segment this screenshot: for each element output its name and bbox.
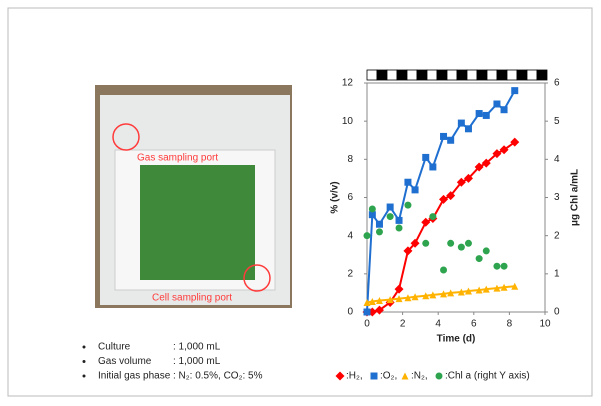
light-dark-cell [427,70,437,80]
bullet-value: : 1,000 mL [173,356,221,367]
y-tick-label: 12 [342,78,354,89]
data-point [376,221,383,228]
y-axis-label: % (v/v) [330,181,341,213]
data-point [476,255,483,262]
data-point [493,100,500,107]
data-point [429,163,436,170]
light-dark-cell [447,70,457,80]
x-tick-label: 0 [364,319,370,330]
photo-label: Gas sampling port [137,153,218,164]
data-point [376,228,383,235]
bullet-value: : 1,000 mL [173,342,221,353]
data-point [369,205,376,212]
light-dark-cell [437,70,447,80]
x-tick-label: 4 [435,319,441,330]
data-point [476,110,483,117]
data-point [440,267,447,274]
data-point [440,133,447,140]
data-point [387,213,394,220]
bullet-label: Culture [98,342,131,353]
legend-marker [371,373,378,380]
y2-axis-label: μg Chl a/mL [570,169,581,226]
x-tick-label: 2 [400,319,406,330]
x-tick-label: 8 [507,319,513,330]
light-dark-cell [487,70,497,80]
photo: Gas sampling port Cell sampling port [95,85,292,308]
data-point [511,87,518,94]
y2-tick-label: 4 [554,154,560,165]
light-dark-cell [497,70,507,80]
data-point [422,240,429,247]
data-point [404,179,411,186]
data-point [458,120,465,127]
data-point [447,240,454,247]
y-tick-label: 10 [342,116,354,127]
data-point [404,202,411,209]
data-point [483,112,490,119]
light-dark-cell [467,70,477,80]
bullet-dot [83,346,86,349]
light-dark-cell [397,70,407,80]
y2-tick-label: 2 [554,230,560,241]
legend-label: :Chl a (right Y axis) [445,371,530,382]
light-dark-cell [507,70,517,80]
data-point [465,240,472,247]
light-dark-cell [527,70,537,80]
legend-marker [436,373,443,380]
bullet-dot [83,375,86,378]
y2-tick-label: 6 [554,78,560,89]
y2-tick-label: 0 [554,307,560,318]
data-point [483,247,490,254]
y-tick-label: 8 [347,154,353,165]
legend-label: :N₂, [411,371,428,382]
data-point [396,217,403,224]
data-point [501,106,508,113]
light-dark-cell [477,70,487,80]
light-dark-cell [377,70,387,80]
y-tick-label: 4 [347,230,353,241]
data-point [396,225,403,232]
data-point [364,309,371,316]
data-point [412,186,419,193]
light-dark-cell [517,70,527,80]
light-dark-cell [537,70,547,80]
y-tick-label: 0 [347,307,353,318]
bullet-label: Gas volume [98,356,152,367]
data-point [422,154,429,161]
data-point [364,232,371,239]
legend-label: :H₂, [346,371,363,382]
y2-tick-label: 5 [554,116,560,127]
data-point [458,244,465,251]
bullet-label: Initial gas phase [98,371,171,382]
bullet-dot [83,360,86,363]
y-tick-label: 6 [347,192,353,203]
light-dark-cell [407,70,417,80]
y-tick-label: 2 [347,268,353,279]
data-point [501,263,508,270]
culture [140,165,255,280]
light-dark-cell [457,70,467,80]
x-tick-label: 6 [471,319,477,330]
y2-tick-label: 3 [554,192,560,203]
y2-tick-label: 1 [554,268,560,279]
bullet-value: : N₂: 0.5%, CO₂: 5% [173,371,263,382]
light-dark-cell [367,70,377,80]
data-point [429,213,436,220]
legend-label: :O₂, [380,371,397,382]
data-point [387,204,394,211]
data-point [447,137,454,144]
data-point [465,125,472,132]
slide: Gas sampling port Cell sampling port Cul… [0,0,601,406]
x-axis-label: Time (d) [437,334,476,345]
photo-label: Cell sampling port [152,293,232,304]
x-tick-label: 10 [539,319,551,330]
light-dark-cell [387,70,397,80]
data-point [493,263,500,270]
light-dark-cell [417,70,427,80]
